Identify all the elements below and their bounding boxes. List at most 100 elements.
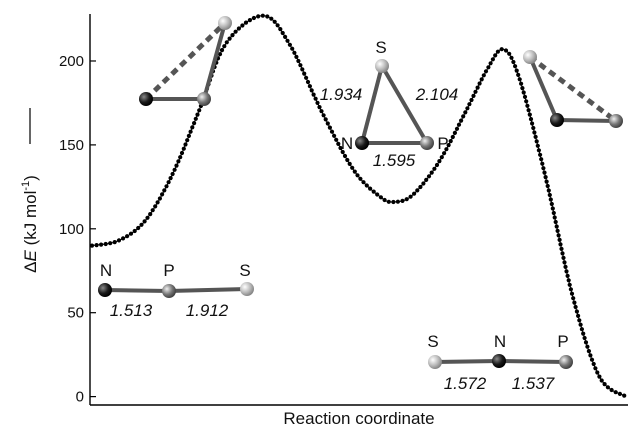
curve-marker-27 xyxy=(174,163,179,168)
curve-marker-54 xyxy=(219,48,225,53)
curve-marker-55 xyxy=(222,44,227,49)
curve-marker-38 xyxy=(193,116,198,121)
curve-marker-151 xyxy=(479,77,484,82)
x-axis-title: Reaction coordinate xyxy=(283,409,434,428)
reactant-atom-s xyxy=(240,282,254,296)
curve-marker-73 xyxy=(283,34,288,40)
product-molecule: S N P 1.572 1.537 xyxy=(427,332,573,393)
curve-marker-122 xyxy=(412,191,417,196)
curve-marker-170 xyxy=(521,90,526,95)
int-atom-p xyxy=(420,136,434,150)
product-atom-n xyxy=(492,354,506,368)
ts2-atom-p xyxy=(609,114,623,128)
curve-marker-177 xyxy=(530,121,535,126)
curve-marker-83 xyxy=(304,75,309,80)
curve-marker-210 xyxy=(564,269,569,274)
curve-marker-89 xyxy=(315,100,320,105)
curve-marker-240 xyxy=(617,391,623,396)
curve-marker-229 xyxy=(588,353,593,358)
axes: 0 50 100 150 200 xyxy=(59,14,628,406)
curve-marker-195 xyxy=(549,201,554,207)
curve-marker-174 xyxy=(526,108,531,113)
curve-marker-21 xyxy=(162,188,167,193)
curve-marker-214 xyxy=(568,287,574,292)
curve-marker-131 xyxy=(437,159,442,164)
curve-marker-79 xyxy=(296,58,301,64)
curve-marker-35 xyxy=(188,129,193,134)
curve-marker-164 xyxy=(513,64,518,69)
curve-marker-162 xyxy=(509,55,514,60)
curve-marker-232 xyxy=(593,366,598,371)
product-bond-sn xyxy=(434,359,500,364)
curve-marker-36 xyxy=(190,125,195,130)
int-atom-n xyxy=(355,136,369,150)
curve-marker-99 xyxy=(336,141,341,146)
curve-marker-58 xyxy=(230,33,235,38)
curve-marker-120 xyxy=(404,197,409,202)
product-atom-s xyxy=(428,355,442,369)
curve-marker-168 xyxy=(519,81,524,86)
curve-marker-102 xyxy=(342,153,348,159)
curve-marker-13 xyxy=(142,219,147,224)
curve-marker-33 xyxy=(185,138,190,143)
curve-marker-205 xyxy=(559,246,564,251)
y-axis-title-prefix: Δ xyxy=(21,261,40,272)
curve-marker-60 xyxy=(236,26,241,31)
curve-marker-207 xyxy=(561,255,566,260)
reactant-bond-label-ps: 1.912 xyxy=(186,301,229,320)
curve-marker-116 xyxy=(386,199,391,204)
curve-marker-173 xyxy=(525,103,530,108)
curve-marker-39 xyxy=(195,112,200,117)
curve-marker-3 xyxy=(103,241,108,247)
curve-marker-59 xyxy=(233,29,238,34)
product-label-p: P xyxy=(557,332,568,351)
curve-marker-26 xyxy=(172,167,177,172)
reactant-label-n: N xyxy=(100,261,112,280)
int-label-p: P xyxy=(437,134,448,153)
curve-marker-80 xyxy=(298,63,303,68)
curve-marker-115 xyxy=(382,197,387,203)
ts1-atom-n xyxy=(139,92,153,106)
curve-marker-172 xyxy=(524,99,529,104)
product-label-n: N xyxy=(494,332,506,351)
curve-marker-139 xyxy=(454,126,460,131)
y-axis-title-var: E xyxy=(21,249,40,261)
curve-marker-105 xyxy=(350,165,355,170)
curve-marker-30 xyxy=(179,150,185,156)
curve-marker-118 xyxy=(395,199,400,204)
curve-marker-57 xyxy=(227,36,232,41)
curve-marker-76 xyxy=(290,46,295,51)
curve-marker-135 xyxy=(446,143,451,148)
curve-marker-202 xyxy=(556,233,561,238)
ts1-molecule xyxy=(139,16,232,106)
curve-marker-156 xyxy=(490,57,495,62)
curve-marker-223 xyxy=(579,327,585,332)
curve-marker-34 xyxy=(186,133,191,138)
y-tick-label-50: 50 xyxy=(67,305,84,322)
curve-marker-18 xyxy=(155,200,160,205)
curve-marker-40 xyxy=(197,108,202,113)
int-label-s: S xyxy=(375,38,386,57)
curve-marker-77 xyxy=(292,50,297,55)
curve-marker-63 xyxy=(247,18,252,23)
curve-marker-224 xyxy=(581,331,586,336)
energy-profile-series xyxy=(89,13,627,398)
int-bond-label-sn: 1.934 xyxy=(320,85,363,104)
curve-marker-218 xyxy=(573,304,578,310)
curve-marker-171 xyxy=(522,94,528,99)
curve-marker-193 xyxy=(547,192,552,198)
reactant-atom-p xyxy=(162,284,176,298)
curve-marker-0 xyxy=(89,243,95,248)
curve-marker-32 xyxy=(183,142,188,147)
curve-marker-127 xyxy=(426,174,432,179)
curve-marker-154 xyxy=(486,65,491,70)
curve-marker-134 xyxy=(444,147,449,152)
curve-marker-108 xyxy=(358,176,363,181)
curve-marker-85 xyxy=(307,84,312,89)
curve-marker-94 xyxy=(325,121,330,126)
curve-marker-78 xyxy=(294,54,299,60)
ts1-atom-p xyxy=(197,92,211,106)
y-tick-label-200: 200 xyxy=(59,53,84,70)
curve-marker-4 xyxy=(108,241,113,246)
curve-marker-6 xyxy=(116,238,122,243)
